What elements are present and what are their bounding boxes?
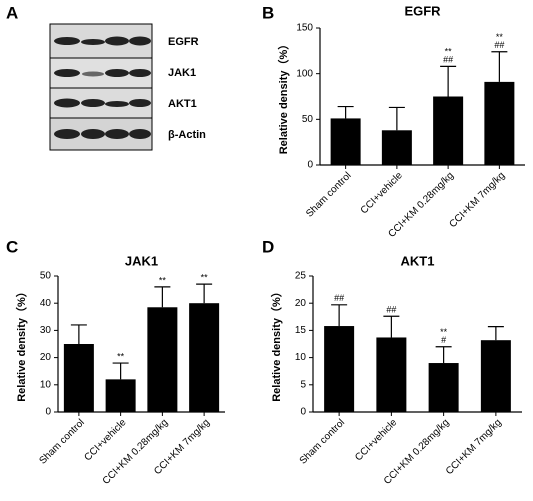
significance-mark: **: [440, 327, 448, 337]
significance-mark: ##: [443, 55, 453, 65]
bar: [330, 118, 361, 165]
x-tick-label: CCI+KM 7mg/kg: [448, 170, 508, 230]
y-tick-label: 50: [40, 271, 52, 282]
blot-label: JAK1: [168, 67, 196, 79]
y-tick-label: 150: [296, 23, 313, 34]
panel-label: C: [6, 237, 18, 256]
bar: [376, 337, 407, 412]
blot-bands: [54, 36, 151, 139]
significance-mark: ##: [386, 305, 396, 315]
bar: [433, 96, 464, 165]
y-tick-label: 10: [295, 352, 307, 363]
chart-title: JAK1: [125, 253, 158, 268]
y-tick-label: 30: [40, 325, 52, 336]
western-blot: EGFR JAK1 AKT1 β-Actin: [49, 23, 206, 151]
x-tick-label: Sham control: [298, 417, 347, 466]
x-tick-label: CCI+KM 7mg/kg: [444, 417, 504, 477]
y-tick-label: 40: [40, 298, 52, 309]
x-tick-label: Sham control: [304, 170, 353, 219]
significance-mark: #: [441, 335, 446, 345]
y-tick-label: 100: [296, 68, 313, 79]
significance-mark: ##: [334, 293, 344, 303]
bar: [381, 130, 412, 165]
y-axis-label: Relative density（%）: [277, 39, 290, 155]
x-tick-label: CCI+vehicle: [359, 170, 405, 216]
significance-mark: **: [445, 47, 453, 57]
chart-title: EGFR: [404, 3, 441, 18]
y-tick-label: 0: [45, 407, 51, 418]
bar: [428, 363, 459, 412]
significance-mark: ##: [494, 40, 504, 50]
panel-label: B: [262, 3, 274, 22]
chart-title: AKT1: [401, 253, 435, 268]
panel-label: A: [6, 3, 18, 22]
x-tick-label: Sham control: [37, 417, 86, 466]
bar: [63, 344, 94, 412]
panel-label: D: [262, 237, 274, 256]
y-tick-label: 25: [295, 271, 307, 282]
bar: [189, 303, 220, 412]
x-tick-label: CCI+vehicle: [83, 417, 129, 463]
y-axis-label: Relative density（%）: [270, 286, 283, 402]
blot-label: AKT1: [168, 98, 197, 110]
bar: [324, 326, 355, 412]
significance-mark: **: [496, 32, 504, 42]
y-tick-label: 0: [307, 160, 313, 171]
bar: [480, 340, 511, 412]
blot-label: β-Actin: [168, 129, 206, 141]
y-tick-label: 10: [40, 379, 52, 390]
blot-label: EGFR: [168, 36, 199, 48]
significance-mark: **: [117, 351, 125, 361]
y-tick-label: 5: [300, 379, 306, 390]
bar: [484, 81, 515, 165]
y-tick-label: 20: [295, 298, 307, 309]
y-axis-label: Relative density（%）: [15, 286, 28, 402]
y-tick-label: 15: [295, 325, 307, 336]
bar: [147, 307, 178, 412]
y-tick-label: 50: [302, 114, 314, 125]
x-tick-label: CCI+vehicle: [353, 417, 399, 463]
bar: [105, 379, 136, 412]
significance-mark: **: [159, 275, 167, 285]
y-tick-label: 20: [40, 352, 52, 363]
y-tick-label: 0: [300, 407, 306, 418]
significance-mark: **: [201, 273, 209, 283]
